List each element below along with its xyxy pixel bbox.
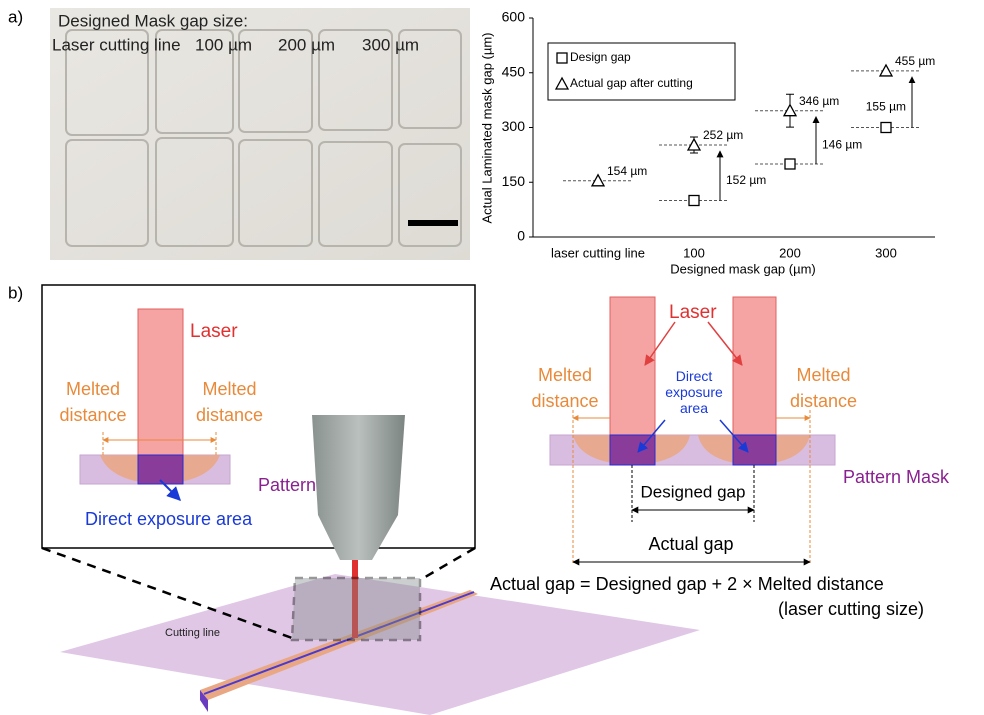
point <box>785 159 795 169</box>
x-tick-label: 100 <box>683 245 705 260</box>
y-tick-label: 450 <box>502 63 526 79</box>
data-label: 455 µm <box>895 54 935 68</box>
equation: Actual gap = Designed gap + 2 × Melted d… <box>490 574 884 594</box>
difference-label: 146 µm <box>822 138 862 152</box>
label: Melted distance <box>776 362 871 414</box>
photo-label: 100 µm <box>195 35 252 54</box>
label-box: Melted distance <box>48 376 138 432</box>
x-tick-label: 200 <box>779 245 801 260</box>
photo-label: Laser cutting line <box>52 35 181 54</box>
label: Direct exposure area <box>655 368 733 416</box>
point <box>881 123 891 133</box>
figure: a) b) Designed Mask gap size: Laser cutt… <box>0 0 984 715</box>
label: Pattern Mask <box>843 467 950 487</box>
legend-label: Design gap <box>570 50 631 64</box>
label-box: Melted distance <box>776 362 871 418</box>
label: Actual gap <box>648 534 733 554</box>
data-label: 252 µm <box>703 128 743 142</box>
equation-note: (laser cutting size) <box>778 599 924 619</box>
label: Melted distance <box>182 376 277 428</box>
zoom-box <box>292 578 420 640</box>
panel-label: b) <box>8 283 23 302</box>
label: Laser <box>669 302 717 323</box>
y-tick-label: 150 <box>502 173 526 189</box>
x-axis-label: Designed mask gap (µm) <box>670 261 816 276</box>
point <box>689 196 699 206</box>
laser-beam <box>138 309 183 455</box>
label: Laser <box>190 321 238 342</box>
scale-bar <box>408 220 458 226</box>
label: Cutting line <box>165 627 220 639</box>
chart: Actual Laminated mask gap (µm) Designed … <box>479 9 935 277</box>
y-tick-label: 0 <box>517 228 525 244</box>
panel-label: a) <box>8 7 23 26</box>
legend-label: Actual gap after cutting <box>570 76 693 90</box>
photo-label: 200 µm <box>278 35 335 54</box>
legend-marker <box>557 53 567 63</box>
y-tick-label: 600 <box>502 9 526 25</box>
exposure-area <box>733 435 776 465</box>
photo-title: Designed Mask gap size: <box>58 11 248 30</box>
label: Designed gap <box>641 482 746 501</box>
label: Melted distance <box>48 376 138 428</box>
data-label: 154 µm <box>607 164 647 178</box>
label-box: Direct exposure area <box>655 368 733 434</box>
x-tick-label: laser cutting line <box>551 245 645 260</box>
y-axis-label: Actual Laminated mask gap (µm) <box>479 32 494 223</box>
photo-label: 300 µm <box>362 35 419 54</box>
left-diagram: Laser Melted distance Melted distance Pa… <box>42 285 475 548</box>
y-tick-label: 300 <box>502 118 526 134</box>
right-diagram: Laser Melted distance Melted distance Di… <box>490 297 950 619</box>
label-box: Melted distance <box>520 362 610 418</box>
difference-label: 152 µm <box>726 173 766 187</box>
difference-label: 155 µm <box>866 99 906 113</box>
label: Melted distance <box>520 362 610 414</box>
label: Direct exposure area <box>85 509 253 529</box>
label-box: Melted distance <box>182 376 277 432</box>
data-label: 346 µm <box>799 94 839 108</box>
x-tick-label: 300 <box>875 245 897 260</box>
photo: Designed Mask gap size: Laser cutting li… <box>50 8 470 260</box>
